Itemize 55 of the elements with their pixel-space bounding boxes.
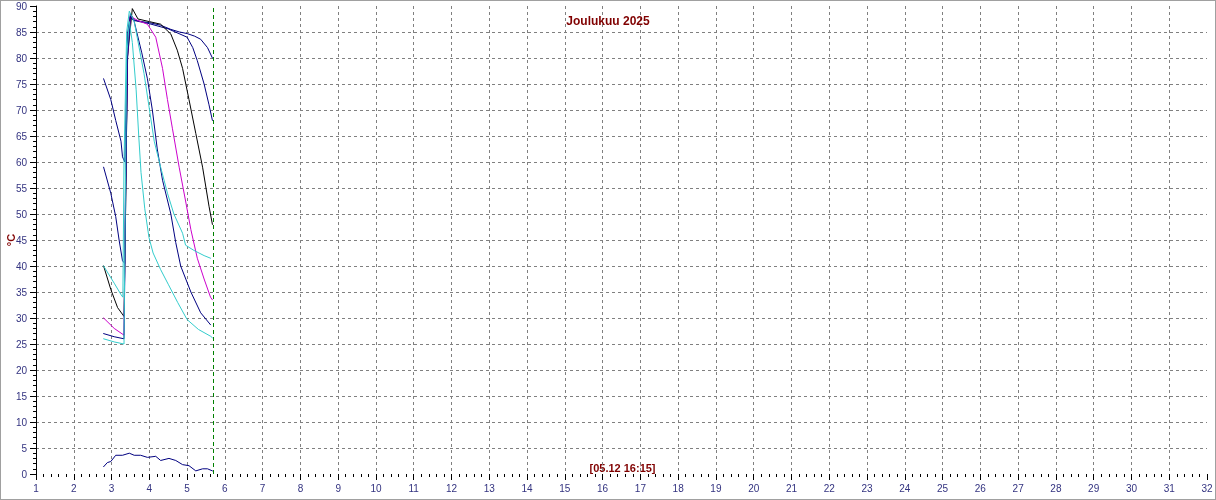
y-axis-title: °C [4,233,17,247]
x-tick-label: 19 [710,482,722,494]
y-tick-label: 55 [15,182,28,194]
y-tick-label: 15 [15,390,28,402]
text: Joulukuu 2025 [566,14,650,28]
x-tick-label: 21 [785,482,798,494]
x-tick-label: 30 [1125,482,1138,494]
x-tick-label: 7 [259,482,266,494]
y-tick-label: 80 [15,52,28,64]
y-tick-label: 65 [15,130,28,142]
x-tick-label: 23 [861,482,874,494]
x-tick-label: 15 [559,482,571,494]
x-tick-label: 2 [70,482,77,494]
y-tick-label: 25 [15,338,28,350]
x-tick-label: 27 [1012,482,1025,494]
y-tick-label: 85 [15,26,28,38]
x-tick-label: 22 [823,482,836,494]
y-tick-label: 70 [15,104,28,116]
x-tick-label: 4 [146,482,153,494]
y-tick-label: 50 [15,208,28,220]
y-tick-label: 40 [15,260,28,272]
x-tick-label: 6 [222,482,229,494]
x-tick-label: 5 [184,482,191,494]
y-tick-label: 20 [15,364,28,376]
x-tick-label: 25 [937,482,949,494]
x-tick-label: 3 [108,482,115,494]
y-tick-label: 35 [15,286,28,298]
x-tick-label: 16 [597,482,609,494]
x-tick-label: 11 [408,482,420,494]
y-tick-label: 75 [15,78,28,90]
x-tick-label: 26 [974,482,987,494]
y-tick-label: 90 [15,0,28,12]
x-tick-label: 24 [899,482,911,494]
y-tick-label: 30 [15,312,28,324]
x-tick-label: 13 [483,482,496,494]
y-tick-label: 10 [15,416,28,428]
line-series [103,452,213,472]
y-tick-label: 45 [15,234,28,246]
x-tick-label: 17 [634,482,647,494]
x-tick-label: 32 [1201,482,1213,494]
x-tick-label: 28 [1050,482,1062,494]
x-tick-label: 14 [521,482,534,494]
y-tick-label: 0 [21,468,28,480]
x-tick-label: 18 [672,482,685,494]
x-tick-label: 31 [1163,482,1176,494]
x-tick-label: 1 [33,482,40,494]
annotation: [05.12 16:15] [589,461,656,474]
x-tick-label: 20 [748,482,760,494]
x-tick-label: 9 [335,482,342,494]
x-tick-label: 10 [370,482,382,494]
y-tick-label: 60 [15,156,28,168]
x-tick-label: 12 [445,482,458,494]
x-tick-label: 29 [1088,482,1100,494]
x-tick-label: 8 [297,482,304,494]
y-tick-label: 5 [21,442,28,454]
